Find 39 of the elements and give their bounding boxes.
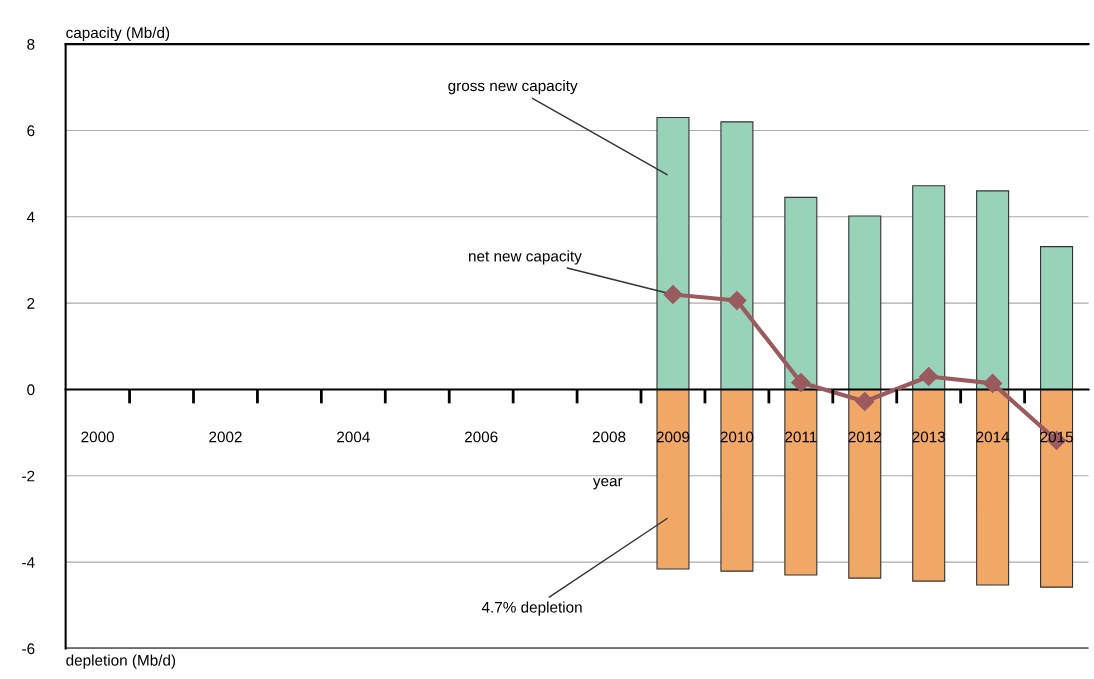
x-axis-title: year xyxy=(592,477,623,490)
y-tick-label: 4 xyxy=(26,211,35,223)
y-tick-label: 8 xyxy=(27,39,35,50)
bar xyxy=(1040,246,1074,391)
x-tick-label: 2002 xyxy=(209,431,242,443)
x-tick-label: 2010 xyxy=(720,431,754,443)
point xyxy=(983,373,1003,393)
bar xyxy=(720,121,754,391)
y-tick-label: 0 xyxy=(27,384,35,396)
y-tick-label: 2 xyxy=(27,297,35,309)
x-tick-label: 2009 xyxy=(656,431,690,443)
text: depletion (Mb/d) xyxy=(66,654,176,669)
point xyxy=(791,373,811,393)
point xyxy=(727,291,747,311)
bar xyxy=(848,215,882,391)
x-tick-label: 2000 xyxy=(81,431,114,443)
bar xyxy=(848,388,882,579)
y-tick-label: -6 xyxy=(22,643,35,655)
bar xyxy=(976,190,1010,391)
x-tick-label: 2008 xyxy=(592,431,626,443)
point xyxy=(919,366,939,387)
annotation: 4.7% depletion xyxy=(481,601,582,616)
bar xyxy=(912,185,946,391)
x-tick-label: 2004 xyxy=(337,431,370,443)
bar xyxy=(784,388,818,576)
annotation: gross new capacity xyxy=(448,79,578,95)
bar xyxy=(976,388,1010,586)
bar xyxy=(784,196,818,391)
point xyxy=(855,392,875,412)
y-tick-label: -4 xyxy=(22,557,35,568)
bar xyxy=(720,388,754,572)
bar xyxy=(912,388,946,582)
y-axis-title: capacity (Mb/d) xyxy=(66,26,170,42)
annotation: net new capacity xyxy=(469,250,582,265)
x-tick-label: 2006 xyxy=(464,431,498,443)
bar xyxy=(1040,388,1074,588)
y-tick-label: -2 xyxy=(22,470,35,482)
point xyxy=(663,284,683,305)
y-tick-label: 6 xyxy=(27,125,35,137)
